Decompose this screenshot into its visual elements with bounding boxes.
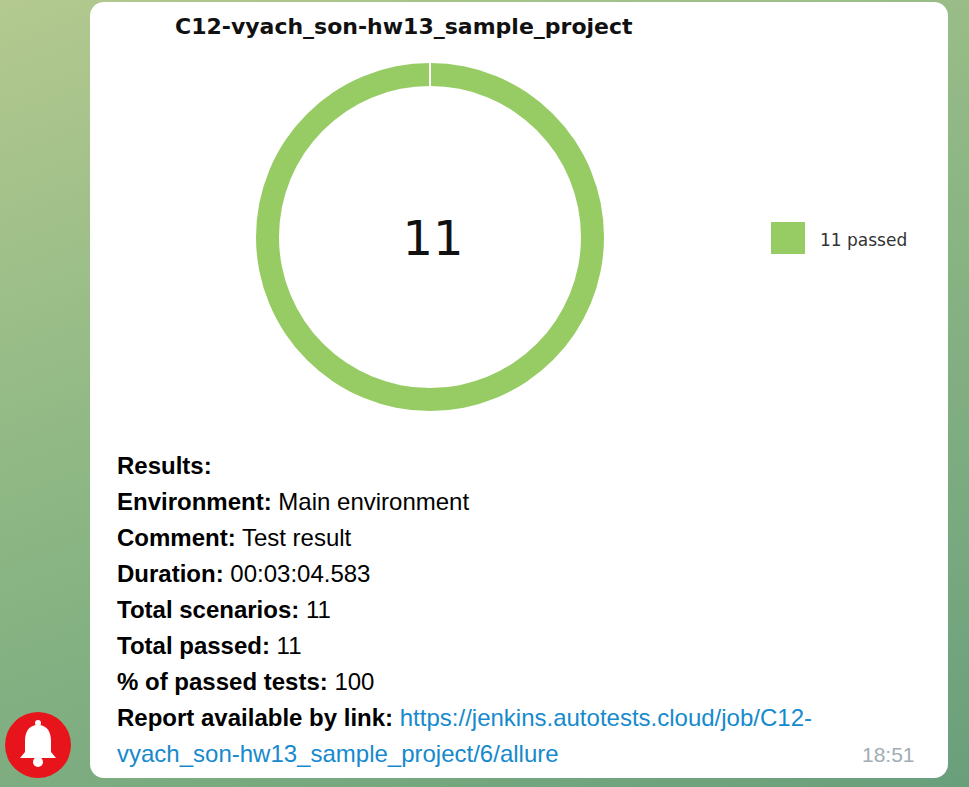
result-field: Total passed: 11 (117, 628, 302, 664)
field-value: Main environment (278, 488, 469, 515)
results-heading: Results: (117, 448, 212, 484)
slices (256, 63, 604, 411)
slice (256, 63, 604, 411)
field-value: Test result (242, 524, 351, 551)
report-link[interactable]: vyach_son-hw13_sample_project/6/allure (117, 740, 559, 767)
bell-top (35, 720, 41, 726)
result-field: Comment: Test result (117, 520, 351, 556)
link-continuation: vyach_son-hw13_sample_project/6/allure (117, 736, 559, 772)
chart-title: C12-vyach_son-hw13_sample_project (175, 14, 633, 39)
field-value: 11 (277, 632, 302, 659)
total-label: 11 (402, 210, 463, 266)
legend-label: 11 passed (820, 230, 907, 250)
field-label: Environment: (117, 488, 272, 515)
field-label: Total scenarios: (117, 596, 299, 623)
result-field: % of passed tests: 100 (117, 664, 374, 700)
bell-icon (20, 725, 56, 758)
slice-separator (429, 62, 431, 86)
result-field: Total scenarios: 11 (117, 592, 331, 628)
field-label: Total passed: (117, 632, 270, 659)
field-label: Report available by link: (117, 704, 393, 731)
field-label: Comment: (117, 524, 236, 551)
legend-swatch (771, 222, 805, 254)
message-time: 18:51 (862, 743, 915, 767)
field-label: Duration: (117, 560, 224, 587)
heading-text: Results: (117, 452, 212, 479)
field-value: 100 (334, 668, 374, 695)
bell-clapper (33, 757, 43, 767)
field-value: 00:03:04.583 (230, 560, 370, 587)
field-value: 11 (306, 596, 331, 623)
link-field: Report available by link: https://jenkin… (117, 700, 812, 736)
notification-button (5, 712, 71, 778)
report-link[interactable]: https://jenkins.autotests.cloud/job/C12- (400, 704, 812, 731)
result-field: Environment: Main environment (117, 484, 469, 520)
message-bubble (90, 2, 948, 778)
field-label: % of passed tests: (117, 668, 328, 695)
result-field: Duration: 00:03:04.583 (117, 556, 370, 592)
